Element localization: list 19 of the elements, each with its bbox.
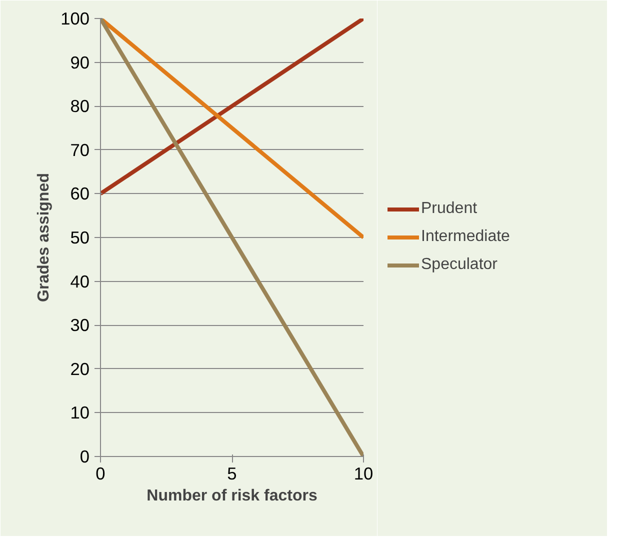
y-tick-label: 60 <box>70 184 90 204</box>
x-tick-label: 10 <box>354 464 374 484</box>
legend-label: Prudent <box>421 200 478 218</box>
y-tick-label: 100 <box>60 8 90 28</box>
y-axis-title: Grades assigned <box>36 173 53 302</box>
y-tick-label: 50 <box>70 228 90 248</box>
x-axis-title: Number of risk factors <box>146 488 318 504</box>
y-tick-label: 10 <box>70 402 90 423</box>
y-tick-label: 30 <box>70 315 90 336</box>
y-tick-label: 0 <box>80 446 90 466</box>
y-tick-label: 90 <box>70 52 90 72</box>
y-tick-label: 20 <box>70 358 90 379</box>
y-tick-label: 40 <box>70 271 90 292</box>
x-tick-label: 0 <box>96 464 106 484</box>
y-tick-label: 80 <box>70 96 90 116</box>
x-tick-label: 5 <box>227 464 237 484</box>
y-tick-label: 70 <box>70 140 90 160</box>
legend-label: Speculator <box>421 256 498 274</box>
legend-label: Intermediate <box>421 228 510 246</box>
